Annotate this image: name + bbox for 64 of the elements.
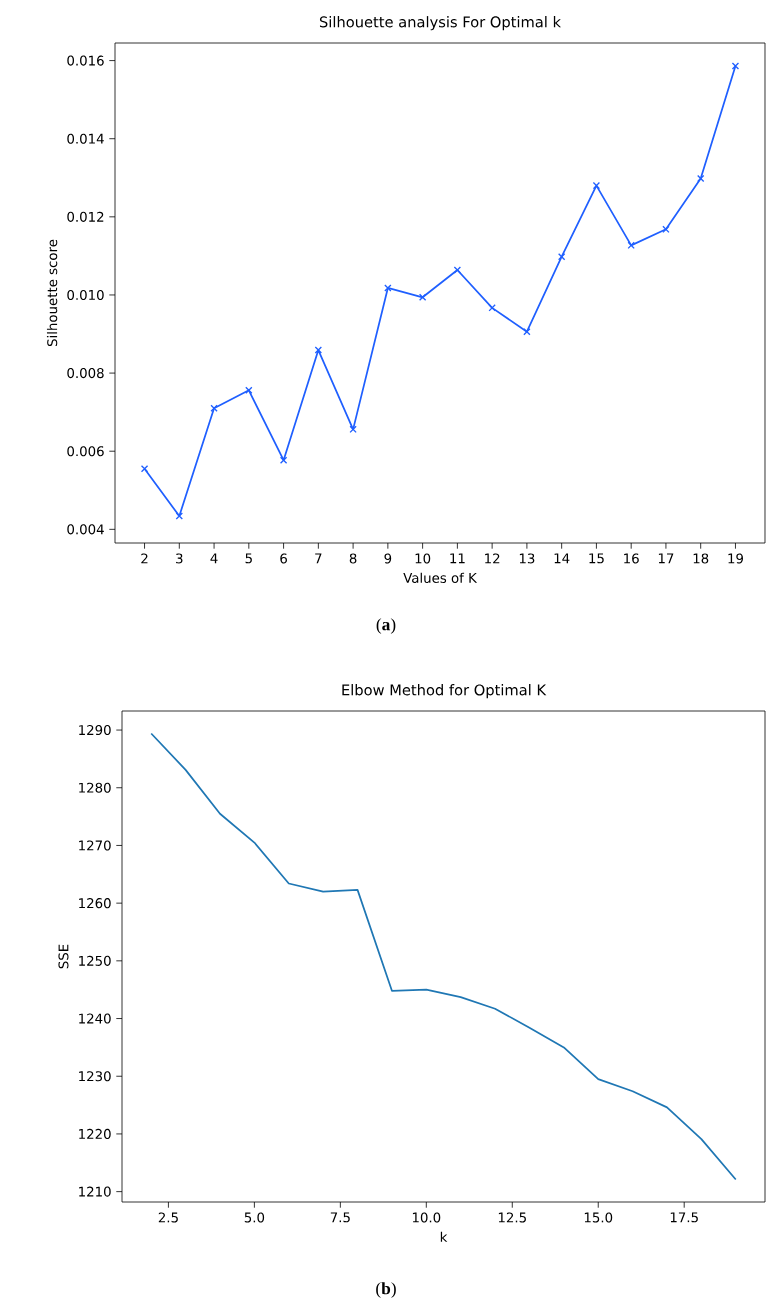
y-axis-title: SSE [58,944,69,969]
chart-title: Elbow Method for Optimal K [342,684,547,699]
y-tick-label: 0.016 [67,55,104,66]
x-tick-label: 12.5 [498,1212,526,1223]
x-tick-label: 2.5 [158,1212,178,1223]
point [627,241,635,250]
y-tick-label: 1250 [79,955,111,966]
x-tick-label: 10 [415,553,431,564]
y-tick-label: 0.006 [67,446,104,457]
y-tick-label: 0.014 [67,133,104,144]
y-axis-title: Silhouette score [46,239,58,347]
x-tick-label: 17 [658,553,674,564]
x-tick-label: 12 [485,553,500,564]
x-tick-label: 19 [728,553,743,564]
x-tick-label: 8 [349,553,357,564]
x-tick-label: 17.5 [670,1212,698,1223]
point [349,425,357,434]
y-tick-label: 1290 [79,724,111,736]
point [245,386,253,394]
x-axis-title: Values of K [403,572,478,583]
point [314,346,323,354]
x-tick-label: 7 [315,553,322,564]
x-tick-label: 15.0 [584,1212,613,1223]
text: (a) [376,618,396,634]
point [140,465,149,473]
x-tick-label: 4 [210,553,218,564]
point [279,456,288,464]
point [697,174,705,183]
y-tick-label: 1280 [79,782,111,793]
x-tick-label: 5.0 [244,1212,265,1223]
x-tick-label: 7.5 [330,1212,350,1223]
y-tick-label: 0.012 [67,211,104,222]
x-axis-title: k [440,1231,448,1242]
y-tick-label: 1240 [79,1013,111,1024]
y-tick-label: 1260 [79,898,111,909]
y-tick-label: 1210 [79,1186,111,1197]
x-tick-label: 15 [589,553,604,564]
x-tick-label: 14 [554,553,570,564]
point [453,266,462,274]
y-tick-label: 1230 [79,1071,111,1082]
y-tick-label: 1220 [79,1128,111,1139]
x-tick-label: 16 [624,553,639,564]
x-tick-label: 18 [693,553,709,564]
x-tick-label: 2 [141,553,148,564]
y-tick-label: 0.004 [67,524,104,535]
chart-title: Silhouette analysis For Optimal k [319,16,561,31]
point [418,293,427,301]
x-tick-label: 10.0 [412,1212,441,1223]
point [210,404,218,412]
point [175,512,183,520]
x-tick-label: 11 [450,553,465,564]
x-tick-label: 9 [384,553,392,564]
point [523,327,531,336]
y-tick-label: 1270 [79,840,111,851]
point [662,225,670,234]
x-tick-label: 13 [519,553,535,564]
text: (b) [376,1282,396,1298]
x-tick-label: 3 [176,553,183,564]
x-tick-label: 6 [280,553,287,564]
y-tick-label: 0.010 [67,289,104,300]
point [731,62,740,70]
line-series [150,732,737,1181]
y-tick-label: 0.008 [67,368,104,379]
x-tick-label: 5 [245,553,252,564]
